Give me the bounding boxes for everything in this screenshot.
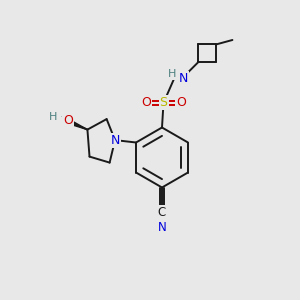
- Text: C: C: [158, 206, 166, 219]
- Polygon shape: [65, 118, 87, 130]
- Text: S: S: [160, 96, 167, 110]
- Text: N: N: [178, 72, 188, 86]
- Text: N: N: [158, 221, 166, 234]
- Text: O: O: [63, 114, 73, 127]
- Text: O: O: [141, 96, 151, 110]
- Text: H: H: [49, 112, 57, 122]
- Text: O: O: [176, 96, 186, 110]
- Text: H: H: [167, 69, 176, 80]
- Text: -: -: [61, 110, 65, 124]
- Text: N: N: [110, 134, 120, 147]
